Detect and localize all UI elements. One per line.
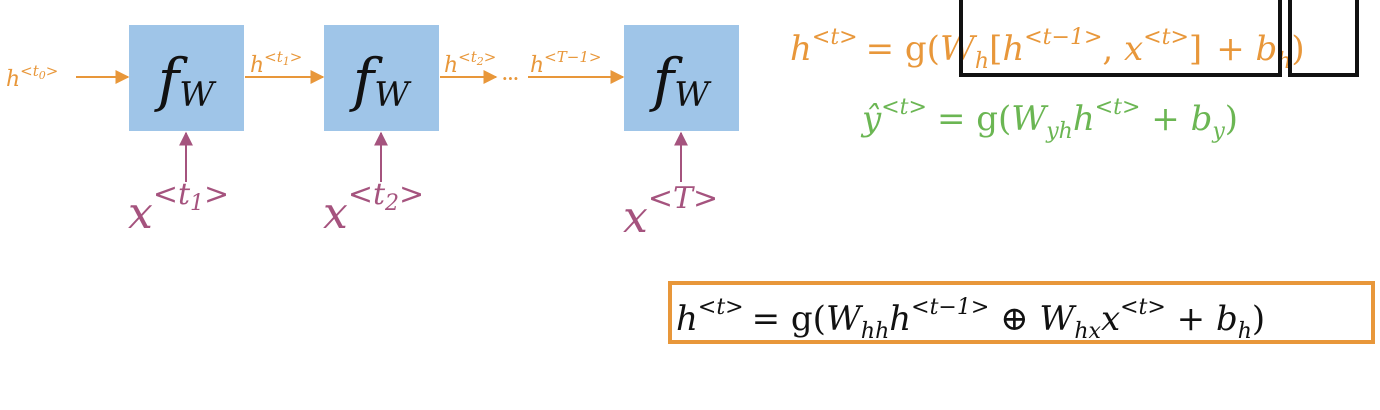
block-1: fW bbox=[129, 25, 244, 131]
block-3: fW bbox=[624, 25, 739, 131]
input-label-t1: x<t1> bbox=[128, 177, 229, 239]
bracket-weights bbox=[959, 0, 1282, 77]
boxed-equation-frame bbox=[668, 281, 1375, 344]
hidden-label-tminus1: h<T−1> bbox=[530, 48, 601, 78]
block-2-sub: W bbox=[374, 75, 412, 115]
equation-hidden: h<t> = g(Wh[h<t−1>, x<t>] + bh) bbox=[790, 25, 1305, 74]
ellipsis: ... bbox=[502, 65, 519, 84]
block-1-sub: W bbox=[179, 75, 217, 115]
equation-output: ŷ<t> = g(Wyhh<t> + by) bbox=[860, 95, 1238, 144]
bracket-bias bbox=[1288, 0, 1359, 77]
equation-boxed: h<t> = g(Whhh<t−1> ⊕ Whxx<t> + bh) bbox=[676, 295, 1265, 344]
input-label-T: x<T> bbox=[623, 181, 718, 243]
hidden-label-t1: h<t1> bbox=[250, 48, 302, 78]
hidden-label-t0: h<t0> bbox=[6, 62, 58, 92]
hidden-label-t2: h<t2> bbox=[444, 48, 496, 78]
block-2: fW bbox=[324, 25, 439, 131]
input-label-t2: x<t2> bbox=[323, 177, 424, 239]
svg-text:fW: fW bbox=[349, 46, 412, 115]
block-3-sub: W bbox=[674, 75, 712, 115]
